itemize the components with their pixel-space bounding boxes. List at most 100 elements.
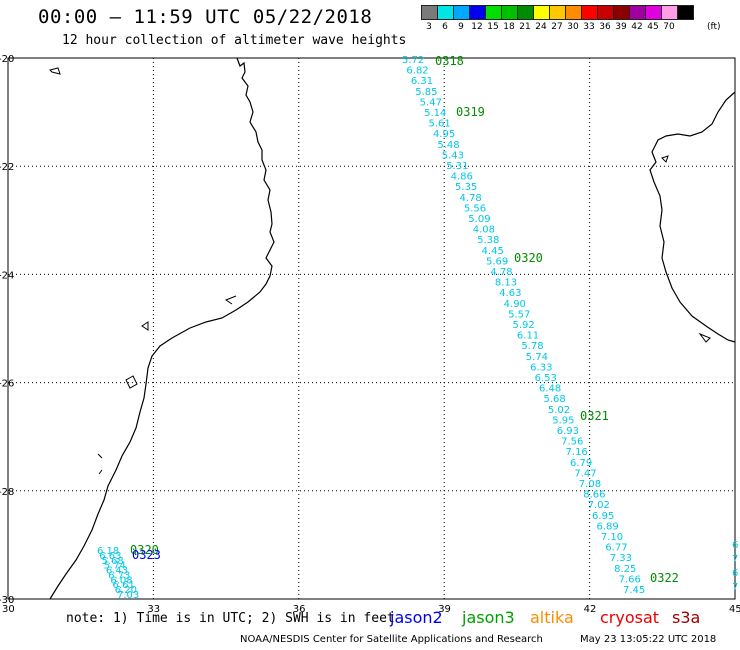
swh-value: 7.66 bbox=[619, 574, 641, 585]
swh-value: 7.10 bbox=[601, 532, 623, 543]
swh-value: 5.69 bbox=[486, 256, 508, 267]
swh-value: 6.48 bbox=[539, 384, 561, 395]
swh-value: 4.90 bbox=[504, 299, 526, 310]
scale-label: 27 bbox=[551, 22, 563, 32]
swh-value: 5.56 bbox=[464, 203, 486, 214]
swh-value: 6.11 bbox=[517, 331, 539, 342]
scale-label: 18 bbox=[503, 22, 515, 32]
left-altimeter-track: 6.186.635.685.746.436.736.086.616.207.03 bbox=[97, 546, 139, 601]
scale-label: 45 bbox=[647, 22, 659, 32]
lat-tick-label: -28 bbox=[0, 487, 14, 498]
swh-value: 5.68 bbox=[101, 556, 123, 567]
swh-value: 5.43 bbox=[442, 150, 464, 161]
color-scale: 3 6 9 12 15 18 21 24 27 30 33 36 39 42 45 70 bbox=[421, 5, 694, 32]
scale-swatch bbox=[677, 5, 694, 20]
scale-label: 15 bbox=[487, 22, 499, 32]
pass-label: 0320 bbox=[514, 251, 543, 265]
lon-tick-label: 36 bbox=[293, 604, 306, 615]
swh-value: 4.45 bbox=[482, 246, 504, 257]
pass-label: 0319 bbox=[456, 105, 485, 119]
lat-lon-grid bbox=[8, 58, 735, 599]
right-edge-track: 6 7 6 7 bbox=[732, 540, 738, 593]
satellite-label-cryosat: cryosat bbox=[600, 608, 660, 627]
swh-value: 6.79 bbox=[570, 458, 592, 469]
swh-value: 6.95 bbox=[592, 511, 614, 522]
swh-value: 6.61 bbox=[113, 580, 135, 591]
swh-value: 4.78 bbox=[490, 267, 512, 278]
swh-value: 5.38 bbox=[477, 235, 499, 246]
scale-label: 3 bbox=[426, 22, 432, 32]
scale-label: 30 bbox=[567, 22, 579, 32]
lat-tick-label: -26 bbox=[0, 379, 14, 390]
pass-label: 0322 bbox=[650, 571, 679, 585]
scale-label: 33 bbox=[583, 22, 595, 32]
scale-label: 24 bbox=[535, 22, 547, 32]
coast-detail bbox=[49, 67, 237, 475]
satellite-label-s3a: s3a bbox=[672, 608, 701, 627]
swh-value: 4.95 bbox=[433, 129, 455, 140]
swh-value: 4.86 bbox=[451, 172, 473, 183]
swh-value: 8.13 bbox=[495, 278, 517, 289]
footer-credit: NOAA/NESDIS Center for Satellite Applica… bbox=[240, 634, 543, 645]
scale-label: 36 bbox=[599, 22, 611, 32]
swh-value: 6.33 bbox=[530, 362, 552, 373]
scale-unit: (ft) bbox=[707, 22, 721, 32]
satellite-label-jason3: jason3 bbox=[462, 608, 515, 627]
swh-value: 6.93 bbox=[557, 426, 579, 437]
scale-label: 42 bbox=[631, 22, 643, 32]
swh-value: 6.77 bbox=[605, 543, 627, 554]
page-title: 00:00 – 11:59 UTC 05/22/2018 bbox=[38, 6, 373, 28]
footer-timestamp: May 23 13:05:22 UTC 2018 bbox=[580, 634, 717, 645]
swh-value: 5.85 bbox=[415, 87, 437, 98]
swh-value: 7 bbox=[732, 582, 738, 593]
swh-value: 6.31 bbox=[411, 76, 433, 87]
satellite-label-jason2: jason2 bbox=[390, 608, 443, 627]
scale-label: 39 bbox=[615, 22, 627, 32]
note-text: note: 1) Time is in UTC; 2) SWH is in fe… bbox=[66, 611, 395, 626]
swh-value: 6.89 bbox=[596, 521, 618, 532]
main-altimeter-track: 5.726.826.315.855.475.145.614.955.485.43… bbox=[402, 55, 645, 596]
swh-value: 7.03 bbox=[117, 590, 139, 601]
swh-value: 4.63 bbox=[499, 288, 521, 299]
lat-tick-label: -20 bbox=[0, 54, 14, 65]
swh-value: 7.56 bbox=[561, 437, 583, 448]
swh-value: 5.74 bbox=[104, 561, 126, 572]
pass-label: 0321 bbox=[580, 409, 609, 423]
lon-tick-label: 30 bbox=[2, 604, 15, 615]
swh-value: 5.48 bbox=[437, 140, 459, 151]
swh-value: 7 bbox=[732, 554, 738, 565]
swh-value: 7.08 bbox=[579, 479, 601, 490]
swh-value: 5.31 bbox=[446, 161, 468, 172]
swh-value: 5.02 bbox=[548, 405, 570, 416]
swh-value: 8.66 bbox=[583, 490, 605, 501]
swh-value: 6 bbox=[732, 540, 738, 551]
swh-value: 5.35 bbox=[455, 182, 477, 193]
lat-tick-label: -30 bbox=[0, 595, 14, 606]
swh-value: 5.74 bbox=[526, 352, 548, 363]
lon-tick-label: 33 bbox=[147, 604, 160, 615]
swh-value: 6.43 bbox=[106, 566, 128, 577]
pass-label: 0323 bbox=[132, 548, 161, 562]
swh-value: 6.18 bbox=[97, 546, 119, 557]
color-scale-swatches bbox=[421, 5, 694, 20]
swh-value: 5.09 bbox=[468, 214, 490, 225]
swh-value: 5.72 bbox=[402, 55, 424, 66]
swh-value: 5.95 bbox=[552, 415, 574, 426]
lon-tick-label: 39 bbox=[438, 604, 451, 615]
swh-value: 5.68 bbox=[543, 394, 565, 405]
swh-value: 7.33 bbox=[610, 553, 632, 564]
scale-label: 21 bbox=[519, 22, 531, 32]
swh-value: 5.92 bbox=[513, 320, 535, 331]
swh-value: 8.25 bbox=[614, 564, 636, 575]
scale-label: 6 bbox=[442, 22, 448, 32]
swh-value: 6.53 bbox=[535, 373, 557, 384]
swh-value: 5.47 bbox=[420, 97, 442, 108]
lon-tick-label: 45 bbox=[729, 604, 740, 615]
swh-value: 5.61 bbox=[429, 119, 451, 130]
africa-coastline bbox=[49, 57, 275, 600]
swh-value: 5.57 bbox=[508, 309, 530, 320]
swh-value: 5.78 bbox=[521, 341, 543, 352]
map-frame bbox=[7, 57, 736, 600]
